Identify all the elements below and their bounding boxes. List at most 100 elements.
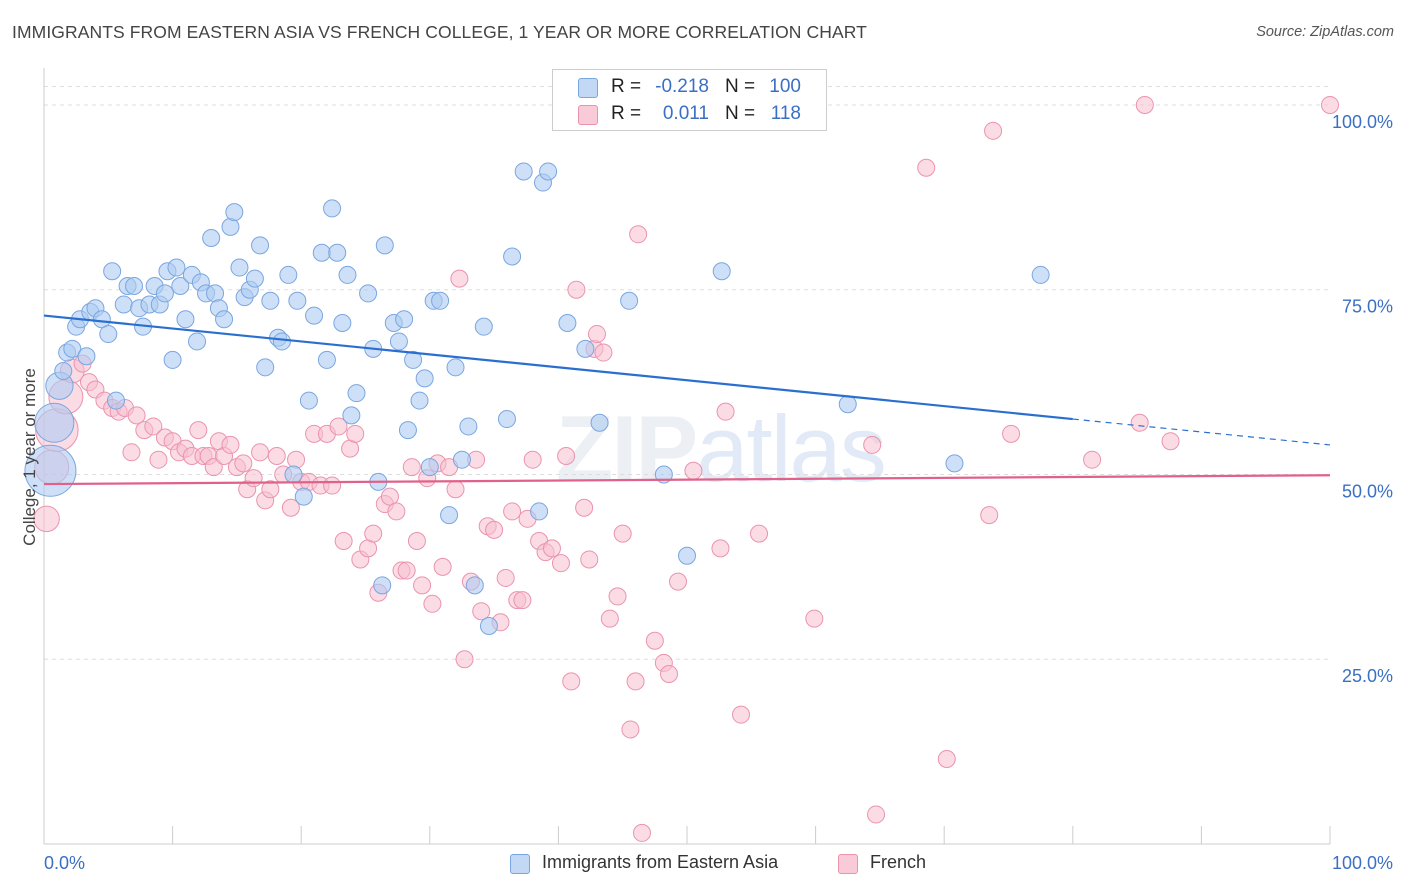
french-point: [346, 424, 365, 443]
eastern-asia-point: [328, 243, 347, 262]
eastern-asia-point: [202, 228, 221, 247]
eastern-asia-point: [34, 402, 75, 443]
eastern-asia-point: [1031, 265, 1050, 284]
series-legend-label: Immigrants from Eastern Asia: [542, 852, 779, 872]
french-point: [732, 705, 751, 724]
french-point: [221, 435, 240, 454]
french-point: [503, 502, 522, 521]
french-point: [750, 524, 769, 543]
eastern-asia-point: [294, 487, 313, 506]
eastern-asia-point: [54, 362, 73, 381]
french-point: [613, 524, 632, 543]
chart-title: IMMIGRANTS FROM EASTERN ASIA VS FRENCH C…: [12, 22, 867, 42]
french-point: [594, 343, 613, 362]
eastern-asia-point: [284, 465, 303, 484]
french-point: [542, 539, 561, 558]
legend-row-eastern-asia: R = -0.218 N = 100: [553, 74, 826, 100]
french-point: [244, 469, 263, 488]
eastern-asia-point: [114, 295, 133, 314]
eastern-asia-point: [590, 413, 609, 432]
legend-r-value: -0.218: [655, 76, 709, 97]
legend-n-label: N =: [725, 76, 756, 97]
french-point: [281, 498, 300, 517]
eastern-asia-point: [155, 284, 174, 303]
french-point: [144, 417, 163, 436]
eastern-asia-point: [167, 258, 186, 277]
eastern-asia-point: [256, 358, 275, 377]
french-point: [287, 450, 306, 469]
french-point: [805, 609, 824, 628]
x-tick-label: 100.0%: [1332, 853, 1393, 873]
french-point: [423, 594, 442, 613]
french-point: [716, 402, 735, 421]
eastern-asia-point: [221, 217, 240, 236]
eastern-asia-points: [24, 162, 1050, 635]
eastern-asia-point: [620, 291, 639, 310]
axes: [43, 68, 1331, 845]
eastern-asia-point: [404, 350, 423, 369]
eastern-asia-point: [251, 236, 270, 255]
french-point: [1083, 450, 1102, 469]
eastern-asia-point: [323, 199, 342, 218]
eastern-asia-point: [465, 576, 484, 595]
eastern-asia-point: [338, 265, 357, 284]
source-credit: Source: ZipAtlas.com: [1256, 24, 1394, 40]
french-point: [587, 325, 606, 344]
french-point: [551, 554, 570, 573]
eastern-asia-point: [452, 450, 471, 469]
french-point: [621, 720, 640, 739]
french-point: [496, 568, 515, 587]
eastern-asia-point: [63, 339, 82, 358]
legend-r-value: 0.011: [662, 103, 709, 124]
french-point: [261, 480, 280, 499]
french-point: [567, 280, 586, 299]
eastern-asia-point: [261, 291, 280, 310]
eastern-asia-point: [333, 313, 352, 332]
french-point: [251, 443, 270, 462]
y-tick-label: 75.0%: [1342, 297, 1393, 317]
tick-labels: 25.0% 50.0% 75.0% 100.0% 0.0% 100.0%: [44, 112, 1393, 873]
french-point: [450, 269, 469, 288]
eastern-asia-point: [107, 391, 126, 410]
eastern-asia-point: [347, 384, 366, 403]
eastern-asia-point: [359, 284, 378, 303]
french-point: [455, 650, 474, 669]
watermark-zip: ZIP: [556, 396, 698, 501]
french-point: [1002, 424, 1021, 443]
eastern-asia-point: [431, 291, 450, 310]
eastern-asia-point: [206, 284, 225, 303]
y-tick-label: 50.0%: [1342, 481, 1393, 501]
french-point: [1130, 413, 1149, 432]
french-point: [645, 631, 664, 650]
eastern-asia-point: [398, 421, 417, 440]
french-point: [334, 531, 353, 550]
eastern-asia-trend-extension: [1072, 418, 1331, 446]
french-point: [980, 506, 999, 525]
eastern-asia-point: [188, 332, 207, 351]
french-point: [668, 572, 687, 591]
legend-n-label: N =: [725, 103, 756, 124]
french-point: [863, 435, 882, 454]
eastern-asia-point: [410, 391, 429, 410]
eastern-asia-point: [125, 277, 144, 296]
series-legend-label: French: [870, 852, 927, 872]
french-point: [387, 502, 406, 521]
french-point: [446, 480, 465, 499]
french-point: [523, 450, 542, 469]
eastern-asia-point: [99, 325, 118, 344]
eastern-asia-point: [342, 406, 361, 425]
french-point: [472, 602, 491, 621]
eastern-asia-point: [215, 310, 234, 329]
french-point: [1321, 95, 1339, 114]
eastern-asia-point: [530, 502, 549, 521]
legend-r-label: R =: [611, 103, 642, 124]
eastern-asia-point: [279, 265, 298, 284]
series-swatch-blue: [510, 854, 530, 874]
french-point: [397, 561, 416, 580]
eastern-asia-point: [440, 506, 459, 525]
french-point: [485, 520, 504, 539]
french-point: [407, 531, 426, 550]
eastern-asia-trend-line: [43, 314, 1073, 421]
eastern-asia-point: [838, 395, 857, 414]
